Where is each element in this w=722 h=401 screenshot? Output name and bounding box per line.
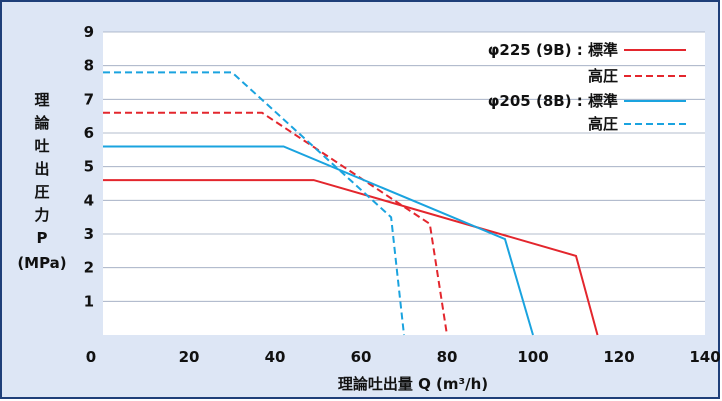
y-axis-label-part: 力 bbox=[34, 206, 49, 224]
y-tick-label: 2 bbox=[84, 259, 94, 277]
legend-label: 高圧 bbox=[588, 67, 618, 85]
y-tick-label: 5 bbox=[84, 158, 94, 176]
x-tick-labels: 0 20 40 60 80 100 120 140 bbox=[86, 348, 721, 366]
legend-label: φ205 (8B) : 標準 bbox=[488, 92, 618, 110]
x-tick-label: 120 bbox=[603, 348, 634, 366]
y-axis-label-part: 論 bbox=[34, 114, 50, 132]
x-tick-label: 140 bbox=[689, 348, 720, 366]
y-tick-label: 8 bbox=[84, 57, 94, 75]
y-tick-label: 7 bbox=[84, 90, 94, 108]
y-axis-label-part: P bbox=[37, 229, 48, 247]
y-axis-label-part: 理 bbox=[34, 91, 49, 109]
y-axis-label-part: 吐 bbox=[34, 137, 49, 155]
y-tick-label: 3 bbox=[84, 225, 94, 243]
y-tick-label: 6 bbox=[84, 124, 94, 142]
legend-label: φ225 (9B) : 標準 bbox=[488, 41, 618, 59]
series-layer bbox=[103, 71, 599, 336]
plot-area bbox=[103, 32, 705, 335]
x-tick-label: 60 bbox=[351, 348, 372, 366]
y-axis-label-part: 出 bbox=[34, 160, 49, 178]
y-axis-label-part: 圧 bbox=[34, 183, 49, 201]
series-line-2 bbox=[103, 145, 534, 336]
x-tick-label: 20 bbox=[179, 348, 200, 366]
x-tick-label: 40 bbox=[265, 348, 286, 366]
grid-lines bbox=[103, 31, 705, 302]
x-tick-label: 0 bbox=[86, 348, 96, 366]
x-tick-label: 80 bbox=[437, 348, 458, 366]
y-tick-label: 9 bbox=[84, 23, 94, 41]
y-tick-labels: 1 2 3 4 5 6 7 8 9 bbox=[84, 23, 94, 310]
y-tick-label: 4 bbox=[84, 191, 94, 209]
series-line-3 bbox=[103, 71, 405, 336]
y-tick-label: 1 bbox=[84, 292, 94, 310]
series-line-0 bbox=[103, 179, 599, 336]
x-axis-label: 理論吐出量 Q (m³/h) bbox=[338, 375, 488, 393]
y-axis-label-part: (MPa) bbox=[17, 254, 66, 272]
series-line-1 bbox=[103, 111, 448, 336]
legend-label: 高圧 bbox=[588, 115, 618, 133]
x-tick-label: 100 bbox=[517, 348, 548, 366]
